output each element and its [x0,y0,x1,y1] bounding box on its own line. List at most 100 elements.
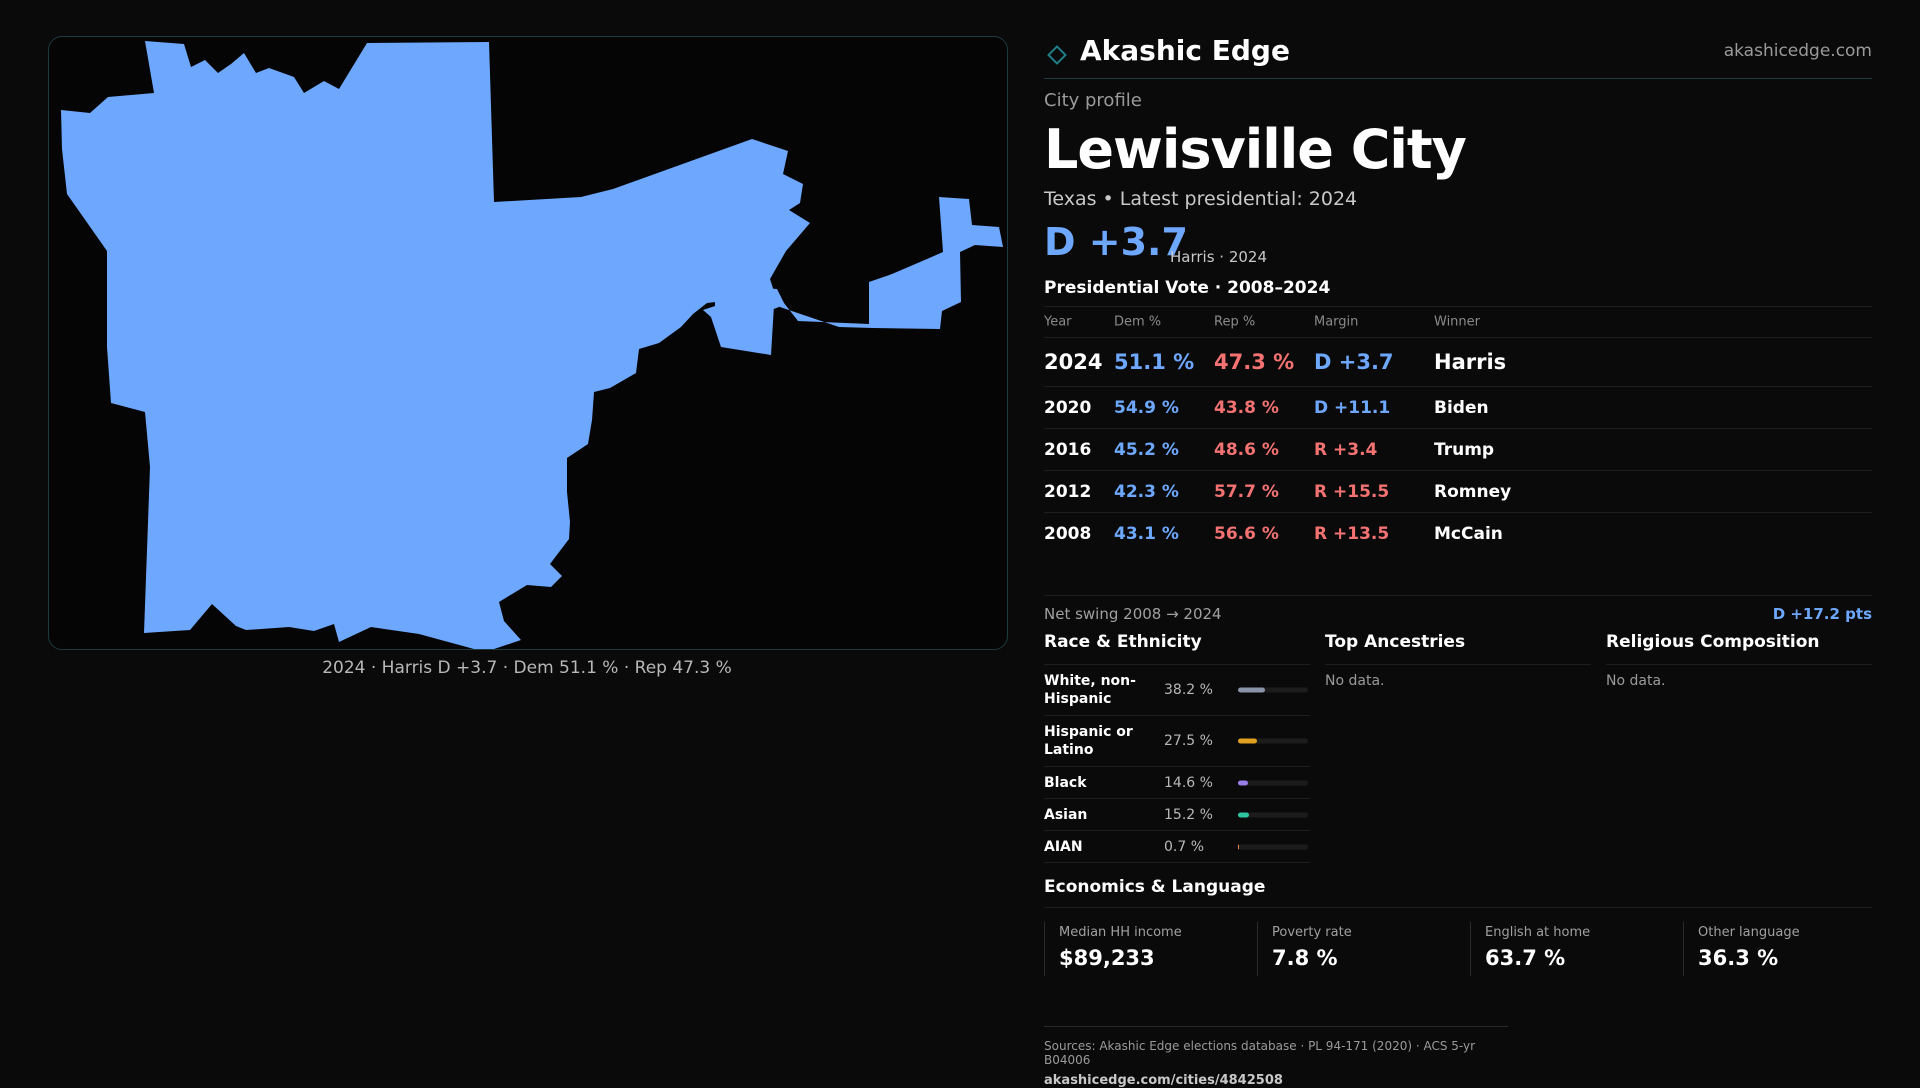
econ-value: 36.3 % [1698,946,1779,970]
vote-year: 2016 [1044,439,1092,460]
econ-value: $89,233 [1059,946,1155,970]
sources-url-link[interactable]: akashicedge.com/cities/4842508 [1044,1073,1283,1088]
vote-row-2008: 2008 43.1 % 56.6 % R +13.5 McCain [1044,512,1872,554]
race-section-title: Race & Ethnicity [1044,632,1310,665]
vote-winner: Harris [1434,350,1507,374]
vote-rep-pct: 43.8 % [1214,397,1279,418]
city-boundary-svg [61,41,1003,649]
race-label: Black [1044,774,1087,791]
race-ethnicity-section: Race & Ethnicity White, non-Hispanic 38.… [1044,632,1310,863]
vote-dem-pct: 45.2 % [1114,439,1179,460]
city-boundary-east-shape [703,197,1003,355]
city-boundary-shape [61,41,810,649]
race-label: Asian [1044,806,1088,823]
city-profile-panel: Akashic Edge akashicedge.com City profil… [1044,32,1872,1088]
religion-empty-text: No data. [1606,673,1666,689]
page-meta: Texas • Latest presidential: 2024 [1044,188,1358,210]
race-bar-track [1238,738,1308,744]
race-pct: 14.6 % [1164,774,1213,791]
race-row: White, non-Hispanic 38.2 % [1044,665,1310,716]
race-bar-track [1238,780,1308,785]
brand-header: Akashic Edge akashicedge.com [1044,32,1872,79]
race-row: Black 14.6 % [1044,767,1310,799]
ancestries-section: Top Ancestries No data. [1325,632,1591,689]
brand-url-link[interactable]: akashicedge.com [1723,41,1872,61]
header-winner: Winner [1434,314,1481,330]
brand-name: Akashic Edge [1080,34,1290,67]
vote-dem-pct: 51.1 % [1114,350,1195,374]
vote-dem-pct: 43.1 % [1114,523,1179,544]
map-caption: 2024 · Harris D +3.7 · Dem 51.1 % · Rep … [322,658,732,678]
vote-margin: R +13.5 [1314,523,1390,544]
vote-rep-pct: 48.6 % [1214,439,1279,460]
vote-table: Year Dem % Rep % Margin Winner 2024 51.1… [1044,306,1872,554]
race-pct: 0.7 % [1164,838,1205,855]
vote-row-2016: 2016 45.2 % 48.6 % R +3.4 Trump [1044,428,1872,470]
econ-label: Other language [1698,925,1800,940]
vote-rep-pct: 47.3 % [1214,350,1295,374]
vote-row-2024: 2024 51.1 % 47.3 % D +3.7 Harris [1044,337,1872,386]
econ-label: English at home [1485,925,1591,940]
vote-year: 2008 [1044,523,1092,544]
vote-dem-pct: 54.9 % [1114,397,1179,418]
race-pct: 15.2 % [1164,806,1213,823]
religion-section: Religious Composition No data. [1606,632,1872,689]
vote-table-header: Year Dem % Rep % Margin Winner [1044,306,1872,337]
race-bar-fill [1238,687,1265,693]
vote-winner: Romney [1434,481,1512,502]
net-swing-row: Net swing 2008 → 2024 D +17.2 pts [1044,595,1872,626]
vote-rep-pct: 56.6 % [1214,523,1279,544]
race-bar-track [1238,687,1308,693]
sources-footer: Sources: Akashic Edge elections database… [1044,1026,1508,1088]
vote-section-title: Presidential Vote · 2008–2024 [1044,278,1331,298]
race-bar-fill [1238,738,1258,744]
headline-margin: D +3.7 [1044,220,1188,264]
race-pct: 38.2 % [1164,682,1213,698]
vote-year: 2012 [1044,481,1092,502]
vote-row-2012: 2012 42.3 % 57.7 % R +15.5 Romney [1044,470,1872,512]
vote-margin: D +3.7 [1314,350,1394,374]
race-row: Asian 15.2 % [1044,799,1310,831]
vote-year: 2024 [1044,350,1103,374]
religion-section-title: Religious Composition [1606,632,1872,665]
econ-median-income: Median HH income $89,233 [1044,922,1243,976]
race-bar-fill [1238,812,1249,817]
economics-grid: Median HH income $89,233 Poverty rate 7.… [1044,922,1872,978]
race-label: Hispanic or Latino [1044,724,1133,758]
vote-margin: R +3.4 [1314,439,1378,460]
ancestries-section-title: Top Ancestries [1325,632,1591,665]
sources-text: Sources: Akashic Edge elections database… [1044,1039,1476,1067]
race-pct: 27.5 % [1164,733,1213,749]
race-label: AIAN [1044,838,1083,855]
page-title: Lewisville City [1044,118,1467,181]
race-bar-track [1238,812,1308,817]
econ-other-language: Other language 36.3 % [1683,922,1882,976]
header-rep: Rep % [1214,314,1256,330]
econ-english-at-home: English at home 63.7 % [1470,922,1669,976]
vote-margin: D +11.1 [1314,397,1391,418]
econ-value: 63.7 % [1485,946,1566,970]
race-bar-fill [1238,780,1249,785]
vote-row-2020: 2020 54.9 % 43.8 % D +11.1 Biden [1044,386,1872,428]
race-bar-track [1238,844,1308,849]
econ-value: 7.8 % [1272,946,1338,970]
race-row: AIAN 0.7 % [1044,831,1310,863]
header-year: Year [1044,314,1072,330]
vote-margin: R +15.5 [1314,481,1390,502]
race-label: White, non-Hispanic [1044,673,1136,707]
headline-sub: Harris · 2024 [1170,248,1268,266]
vote-winner: Biden [1434,397,1489,418]
net-swing-value: D +17.2 pts [1772,605,1872,623]
vote-winner: Trump [1434,439,1495,460]
vote-winner: McCain [1434,523,1503,544]
net-swing-label: Net swing 2008 → 2024 [1044,605,1222,623]
econ-poverty-rate: Poverty rate 7.8 % [1257,922,1456,976]
race-row: Hispanic or Latino 27.5 % [1044,716,1310,767]
race-bar-fill [1238,844,1239,849]
page-kicker: City profile [1044,90,1142,111]
vote-rep-pct: 57.7 % [1214,481,1279,502]
city-map[interactable] [48,36,1008,650]
econ-label: Poverty rate [1272,925,1352,940]
econ-label: Median HH income [1059,925,1182,940]
economics-section-title: Economics & Language [1044,877,1872,908]
